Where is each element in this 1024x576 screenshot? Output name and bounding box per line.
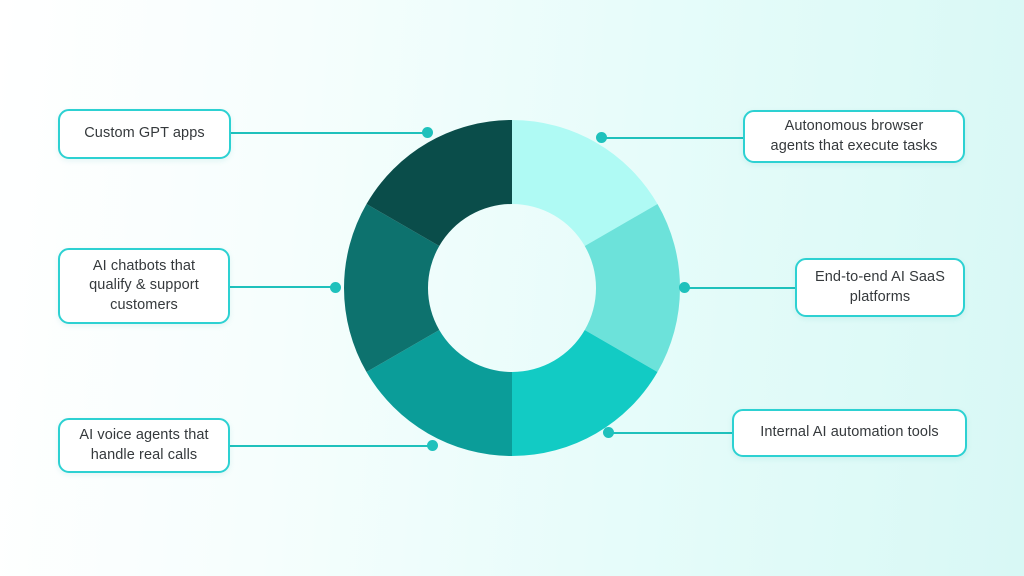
callout-autonomous-browser-agents: Autonomous browser agents that execute t…: [743, 110, 965, 163]
callout-internal-automation-tools: Internal AI automation tools: [732, 409, 967, 457]
connector-line-mid-left: [229, 286, 336, 288]
connector-line-mid-right: [685, 287, 795, 289]
donut-segment-left: [344, 204, 440, 372]
connector-dot-mid-left: [330, 282, 341, 293]
donut-segment-top-left: [366, 119, 512, 246]
callout-custom-gpt-apps: Custom GPT apps: [58, 109, 231, 159]
donut-segment-bottom-right: [512, 330, 658, 456]
donut-segment-bottom-left: [366, 330, 512, 456]
connector-dot-top-left: [422, 127, 433, 138]
connector-line-top-right: [602, 137, 743, 139]
connector-line-bottom-right: [609, 432, 732, 434]
donut-chart: [344, 119, 680, 456]
connector-dot-bottom-right: [603, 427, 614, 438]
callout-ai-voice-agents: AI voice agents that handle real calls: [58, 418, 230, 473]
connector-dot-bottom-left: [427, 440, 438, 451]
connector-line-top-left: [230, 132, 428, 134]
connector-line-bottom-left: [229, 445, 433, 447]
donut-segment-top-right: [512, 120, 658, 246]
donut-segment-right: [584, 204, 680, 372]
callout-ai-chatbots: AI chatbots that qualify & support custo…: [58, 248, 230, 324]
connector-dot-mid-right: [679, 282, 690, 293]
connector-dot-top-right: [596, 132, 607, 143]
callout-end-to-end-saas: End-to-end AI SaaS platforms: [795, 258, 965, 317]
